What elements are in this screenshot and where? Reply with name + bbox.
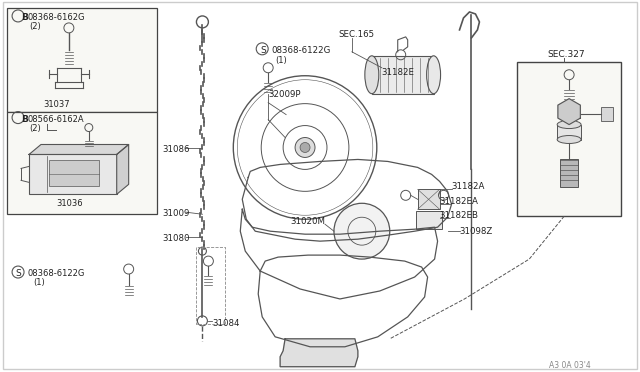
Text: 31182A: 31182A <box>452 182 485 191</box>
Bar <box>29 154 116 194</box>
Ellipse shape <box>557 135 581 144</box>
Polygon shape <box>558 99 580 125</box>
Circle shape <box>334 203 390 259</box>
Ellipse shape <box>427 56 440 94</box>
Ellipse shape <box>557 121 581 129</box>
Text: 32009P: 32009P <box>268 90 301 99</box>
Text: 08566-6162A: 08566-6162A <box>27 115 84 124</box>
Circle shape <box>295 138 315 157</box>
Text: 08368-6122G: 08368-6122G <box>271 46 330 55</box>
Text: 31084: 31084 <box>212 319 240 328</box>
Text: S: S <box>260 46 266 55</box>
Ellipse shape <box>365 56 379 94</box>
Text: 31098Z: 31098Z <box>460 227 493 236</box>
Text: 31037: 31037 <box>43 100 70 109</box>
Text: 31009: 31009 <box>163 209 190 218</box>
Text: B: B <box>21 13 28 22</box>
Text: (2): (2) <box>29 22 41 31</box>
Polygon shape <box>280 339 358 367</box>
Bar <box>560 160 578 187</box>
Bar <box>372 56 434 94</box>
Bar <box>601 107 613 121</box>
Polygon shape <box>29 144 129 154</box>
Text: SEC.165: SEC.165 <box>338 30 374 39</box>
Bar <box>7 112 157 214</box>
Circle shape <box>300 142 310 153</box>
Bar <box>415 211 442 229</box>
Text: (1): (1) <box>33 278 45 287</box>
Text: 08368-6122G: 08368-6122G <box>27 269 84 278</box>
Text: B: B <box>21 115 28 124</box>
Text: 31080: 31080 <box>163 234 190 243</box>
Text: 31182EB: 31182EB <box>440 211 479 220</box>
Bar <box>418 189 440 209</box>
Text: 31182EA: 31182EA <box>440 197 479 206</box>
Text: (1): (1) <box>275 56 287 65</box>
Bar <box>557 125 581 140</box>
Text: S: S <box>15 269 21 278</box>
Text: A3 0A 03'4: A3 0A 03'4 <box>549 361 591 370</box>
Bar <box>49 160 99 186</box>
Bar <box>517 62 621 216</box>
Text: 31182E: 31182E <box>382 68 415 77</box>
Text: 08368-6162G: 08368-6162G <box>27 13 84 22</box>
Text: 31020M: 31020M <box>290 217 325 226</box>
Polygon shape <box>116 144 129 194</box>
Bar <box>7 8 157 112</box>
Text: SEC.327: SEC.327 <box>547 50 585 59</box>
Text: (2): (2) <box>29 124 41 132</box>
Text: 31086: 31086 <box>163 145 190 154</box>
Text: 31036: 31036 <box>56 199 83 208</box>
